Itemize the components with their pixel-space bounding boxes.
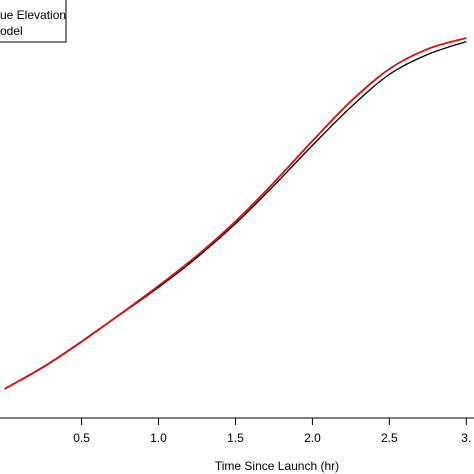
- legend-box: [0, 0, 67, 43]
- x-tick-label: 3.: [461, 431, 471, 445]
- plot-lines: [4, 37, 467, 390]
- x-tick-label: 1.5: [227, 431, 244, 445]
- legend-entry-label: ue Elevation: [0, 8, 66, 22]
- legend-entry-label: odel: [0, 24, 23, 38]
- series-line-red: [4, 37, 467, 390]
- series-line-black: [4, 41, 467, 390]
- x-tick-label: 0.5: [73, 431, 90, 445]
- x-tick-label: 2.5: [381, 431, 398, 445]
- x-axis-ticks: 0.5 1.0 1.5 2.0 2.5 3.: [73, 418, 471, 445]
- legend: ue Elevation odel: [0, 0, 67, 43]
- x-axis-label: Time Since Launch (hr): [215, 459, 339, 473]
- x-tick-label: 2.0: [304, 431, 321, 445]
- x-tick-label: 1.0: [150, 431, 167, 445]
